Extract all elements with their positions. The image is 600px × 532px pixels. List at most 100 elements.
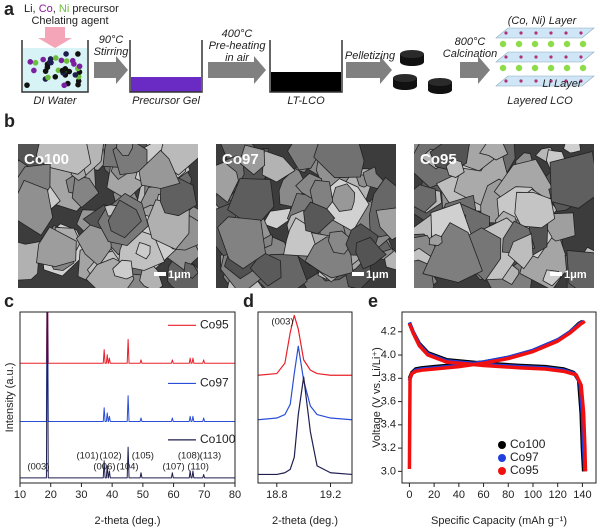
- li-atom: [563, 64, 571, 72]
- x-tick-label: 70: [198, 489, 210, 501]
- stage-label: DI Water: [33, 95, 78, 107]
- step-label: 800°C: [455, 36, 486, 48]
- particle: [75, 81, 81, 88]
- panel-label: e: [368, 291, 378, 311]
- co-atom: [534, 55, 538, 59]
- precursor-part: Ni: [59, 3, 69, 15]
- sample-label: Co97: [222, 151, 259, 168]
- pellet: [428, 86, 452, 94]
- li-atom: [547, 40, 555, 48]
- precursor-part: precursor: [69, 3, 119, 15]
- co-atom: [504, 31, 508, 35]
- co-atom: [504, 79, 508, 83]
- particle: [55, 67, 62, 74]
- y-tick-label: 4.2: [381, 326, 396, 338]
- co-layer: [495, 51, 595, 63]
- pellet: [393, 82, 417, 90]
- co-atom: [564, 79, 568, 83]
- data-line: [20, 312, 235, 479]
- sample-label: Co95: [420, 151, 457, 168]
- data-line: [407, 319, 588, 472]
- process-arrow: [94, 56, 128, 84]
- legend-swatch: [498, 441, 506, 449]
- grain: [414, 184, 437, 213]
- plot-area: [20, 312, 235, 479]
- x-tick-label: 20: [428, 489, 440, 501]
- beaker-content: [131, 77, 201, 92]
- co-atom: [564, 31, 568, 35]
- co-layer: [495, 27, 595, 39]
- li-atom: [563, 40, 571, 48]
- co-atom: [564, 55, 568, 59]
- particle: [52, 74, 59, 80]
- co-atom: [534, 79, 538, 83]
- data-line: [258, 314, 352, 376]
- legend-swatch: [498, 467, 506, 475]
- x-tick-label: 18.8: [266, 489, 287, 501]
- peak-label: (104): [116, 462, 138, 473]
- grain: [287, 144, 323, 171]
- particle: [45, 74, 51, 81]
- y-tick-label: 3.0: [381, 465, 396, 477]
- precursor-part: ,: [53, 3, 59, 15]
- legend-label: Co97: [200, 376, 229, 390]
- pink-arrow: [38, 27, 72, 48]
- particle: [27, 59, 34, 65]
- grain: [217, 216, 266, 270]
- step-label: 400°C: [222, 28, 253, 40]
- beaker-content: [271, 72, 341, 92]
- stage-label: Layered LCO: [507, 95, 573, 107]
- li-atom: [531, 64, 539, 72]
- peak-label: (105): [132, 451, 154, 462]
- x-tick-label: 120: [549, 489, 567, 501]
- grain: [514, 191, 556, 229]
- li-atom: [515, 40, 523, 48]
- legend-label: Co95: [200, 317, 229, 331]
- plot-area: [407, 319, 588, 472]
- co-atom: [579, 55, 583, 59]
- li-atom: [547, 64, 555, 72]
- x-tick-label: 10: [14, 489, 26, 501]
- particle: [24, 82, 30, 88]
- x-tick-label: 19.2: [320, 489, 341, 501]
- x-tick-label: 0: [406, 489, 412, 501]
- x-tick-label: 40: [453, 489, 465, 501]
- process-arrow: [208, 56, 266, 84]
- li-atom: [499, 64, 507, 72]
- process-arrow: [460, 56, 490, 84]
- grain: [183, 261, 198, 279]
- chelating-text: Chelating agent: [31, 15, 108, 27]
- grain: [445, 158, 465, 178]
- y-tick-label: 3.8: [381, 372, 396, 384]
- legend-label: Co97: [510, 450, 539, 464]
- grain: [18, 179, 54, 236]
- data-line: [20, 312, 235, 422]
- peak-label: (107): [162, 462, 184, 473]
- co-atom: [519, 55, 523, 59]
- li-atom: [499, 40, 507, 48]
- precursor-text: Li, Co, Ni precursor: [24, 3, 119, 15]
- scale-label: 1μm: [564, 269, 587, 281]
- x-tick-label: 20: [45, 489, 57, 501]
- grain: [563, 144, 582, 154]
- grain: [303, 201, 336, 235]
- co-atom: [519, 79, 523, 83]
- x-tick-label: 140: [573, 489, 591, 501]
- grain: [71, 175, 100, 209]
- grain: [138, 149, 181, 189]
- data-line: [20, 312, 235, 364]
- scale-bar: [154, 272, 166, 276]
- li-atom: [515, 64, 523, 72]
- beaker: [269, 40, 343, 93]
- scale-label: 1μm: [366, 269, 389, 281]
- panel-label: b: [4, 111, 15, 131]
- particle: [63, 58, 70, 64]
- particle: [66, 68, 73, 75]
- grain: [331, 183, 356, 212]
- grain: [112, 259, 134, 280]
- data-line: [407, 319, 586, 472]
- co-atom: [549, 55, 553, 59]
- scale-bar: [352, 272, 364, 276]
- co-atom: [579, 79, 583, 83]
